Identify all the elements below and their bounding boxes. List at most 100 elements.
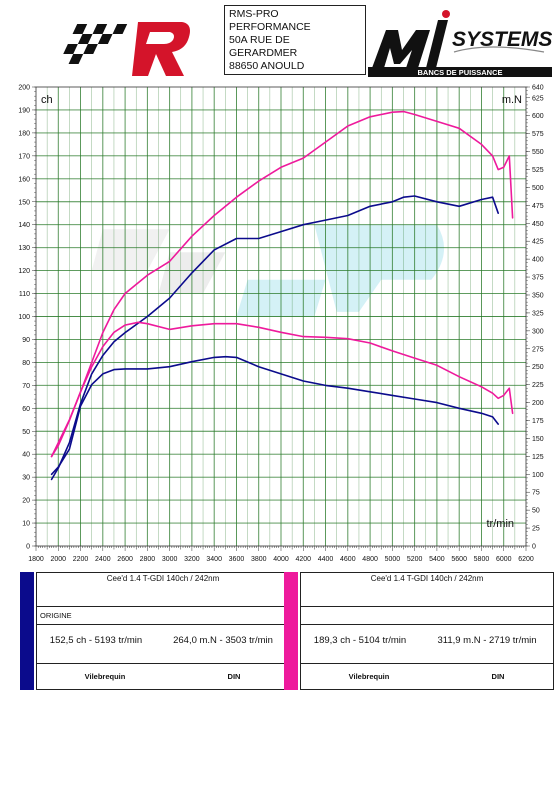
series-tuned-power (50, 110, 514, 458)
max-power: 189,3 ch - 5104 tr/min (313, 635, 407, 646)
x-tick-label: 3400 (206, 556, 222, 563)
y-right-tick-label: 275 (532, 346, 544, 353)
rms-logo (63, 22, 190, 76)
logo-subtitle-text: BANCS DE PUISSANCE (417, 68, 502, 77)
y-right-tick-label: 300 (532, 328, 544, 335)
card-footer-norm: DIN (491, 672, 505, 681)
y-left-tick-label: 110 (19, 291, 30, 298)
result-card-origin: Cee'd 1.4 T-GDI 140ch / 242nm ORIGINE 15… (20, 572, 290, 690)
y-left-tick-label: 140 (18, 222, 30, 229)
x-tick-label: 2400 (95, 556, 111, 563)
x-tick-label: 4200 (295, 556, 311, 563)
max-torque: 311,9 m.N - 2719 tr/min (437, 635, 537, 646)
y-left-tick-label: 80 (22, 360, 30, 367)
x-tick-label: 5600 (451, 556, 467, 563)
dyno-chart: 1800 2000 2200 2400 2600 2800 3000 3200 3400 3600… (18, 85, 544, 564)
y-left-tick-label: 130 (18, 245, 30, 252)
y-left-tick-label: 60 (22, 406, 30, 413)
x-tick-label: 2600 (117, 556, 133, 563)
y-left-tick-label: 30 (22, 475, 30, 482)
watermark-shape (91, 229, 170, 271)
result-card-tuned: Cee'd 1.4 T-GDI 140ch / 242nm 189,3 ch -… (284, 572, 554, 690)
y-right-tick-label: 225 (532, 382, 544, 389)
x-tick-label: 4400 (318, 556, 334, 563)
y-right-tick-label: 575 (532, 131, 544, 138)
max-power: 152,5 ch - 5193 tr/min (49, 635, 143, 646)
y-right-tick-label: 600 (532, 113, 544, 120)
y-right-tick-label: 75 (532, 490, 540, 497)
card-footer-norm: DIN (227, 672, 241, 681)
card-title: Cee'd 1.4 T-GDI 140ch / 242nm (106, 574, 220, 583)
x-tick-label: 2800 (140, 556, 156, 563)
card-footer-measure: Vilebrequin (348, 672, 390, 681)
y-right-tick-label: 325 (532, 310, 544, 317)
x-tick-label: 4600 (340, 556, 356, 563)
x-tick-label: 6200 (518, 556, 534, 563)
y-left-tick-label: 200 (18, 85, 30, 92)
series-tuned-torque (50, 321, 514, 458)
y-left-tick-label: 150 (18, 199, 30, 206)
y-right-tick-label: 475 (532, 203, 544, 210)
y-right-tick-label: 550 (532, 149, 544, 156)
x-tick-label: 2200 (73, 556, 89, 563)
y-right-tick-label: 25 (532, 526, 540, 533)
y-right-tick-label: 450 (532, 221, 544, 228)
y-right-tick-label: 100 (532, 472, 544, 479)
address-line: RMS-PRO (229, 8, 279, 20)
y-left-tick-label: 20 (22, 498, 30, 505)
origin-color-bar (20, 572, 34, 690)
y-left-tick-label: 90 (22, 337, 30, 344)
x-tick-label: 3200 (184, 556, 200, 563)
x-tick-label: 5200 (407, 556, 423, 563)
y-left-tick-label: 100 (18, 314, 30, 321)
y-right-tick-label: 200 (532, 400, 544, 407)
card-label: ORIGINE (40, 611, 72, 620)
y-left-tick-label: 190 (18, 107, 30, 114)
x-tick-label: 1800 (28, 556, 44, 563)
card-footer-measure: Vilebrequin (84, 672, 126, 681)
tuned-color-bar (284, 572, 298, 690)
misystems-logo: SYSTEMS BANCS DE PUISSANCE (368, 10, 552, 77)
y-left-tick-label: 50 (22, 429, 30, 436)
series-origin-torque (50, 355, 500, 476)
y-right-tick-label: 150 (532, 436, 544, 443)
card-title: Cee'd 1.4 T-GDI 140ch / 242nm (370, 574, 484, 583)
logo-systems-text: SYSTEMS (452, 28, 552, 51)
address-box: RMS-PRO PERFORMANCE 50A RUE DE GERARDMER… (224, 5, 366, 75)
address-line: GERARDMER (229, 47, 298, 59)
watermark-shape (314, 224, 445, 312)
y-left-tick-label: 120 (18, 268, 30, 275)
result-card-body: Cee'd 1.4 T-GDI 140ch / 242nm ORIGINE 15… (36, 572, 290, 690)
y-left-unit-label: ch (41, 94, 53, 106)
result-card-body: Cee'd 1.4 T-GDI 140ch / 242nm 189,3 ch -… (300, 572, 554, 690)
x-tick-label: 3000 (162, 556, 178, 563)
address-line: 88650 ANOULD (229, 60, 305, 72)
x-tick-label: 2000 (50, 556, 66, 563)
series-origin-power (50, 195, 500, 481)
x-tick-label: 4800 (362, 556, 378, 563)
x-tick-label: 3800 (251, 556, 267, 563)
y-left-tick-label: 40 (22, 452, 30, 459)
y-right-tick-label: 175 (532, 418, 544, 425)
y-left-tick-label: 170 (18, 153, 30, 160)
x-unit-label: tr/min (487, 518, 515, 530)
x-tick-label: 6000 (496, 556, 512, 563)
address-line: PERFORMANCE (229, 21, 311, 33)
y-left-tick-label: 180 (18, 130, 30, 137)
address-line: 50A RUE DE (229, 34, 290, 46)
y-right-tick-label: 250 (532, 364, 544, 371)
y-right-tick-label: 425 (532, 239, 544, 246)
y-left-tick-label: 70 (22, 383, 30, 390)
y-right-tick-label: 50 (532, 508, 540, 515)
y-left-tick-label: 0 (26, 544, 30, 551)
y-right-tick-label: 0 (532, 544, 536, 551)
y-right-tick-label: 400 (532, 257, 544, 264)
y-left-tick-label: 10 (22, 521, 30, 528)
y-right-tick-label: 640 (532, 85, 544, 92)
y-left-tick-label: 160 (18, 176, 30, 183)
y-right-tick-label: 625 (532, 95, 544, 102)
y-right-tick-label: 375 (532, 275, 544, 282)
y-right-tick-label: 125 (532, 454, 544, 461)
x-tick-label: 5400 (429, 556, 445, 563)
y-right-tick-label: 350 (532, 292, 544, 299)
